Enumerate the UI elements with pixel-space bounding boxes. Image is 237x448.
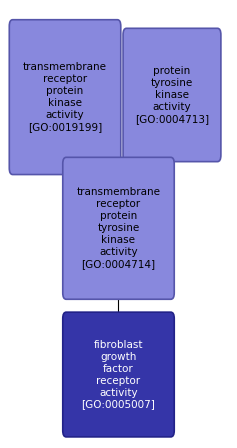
Text: transmembrane
receptor
protein
tyrosine
kinase
activity
[GO:0004714]: transmembrane receptor protein tyrosine … — [77, 187, 160, 269]
Text: fibroblast
growth
factor
receptor
activity
[GO:0005007]: fibroblast growth factor receptor activi… — [82, 340, 155, 409]
Text: protein
tyrosine
kinase
activity
[GO:0004713]: protein tyrosine kinase activity [GO:000… — [135, 66, 209, 124]
Text: transmembrane
receptor
protein
kinase
activity
[GO:0019199]: transmembrane receptor protein kinase ac… — [23, 62, 107, 132]
FancyBboxPatch shape — [63, 312, 174, 437]
FancyBboxPatch shape — [123, 28, 221, 162]
FancyBboxPatch shape — [63, 157, 174, 299]
FancyBboxPatch shape — [9, 20, 121, 175]
